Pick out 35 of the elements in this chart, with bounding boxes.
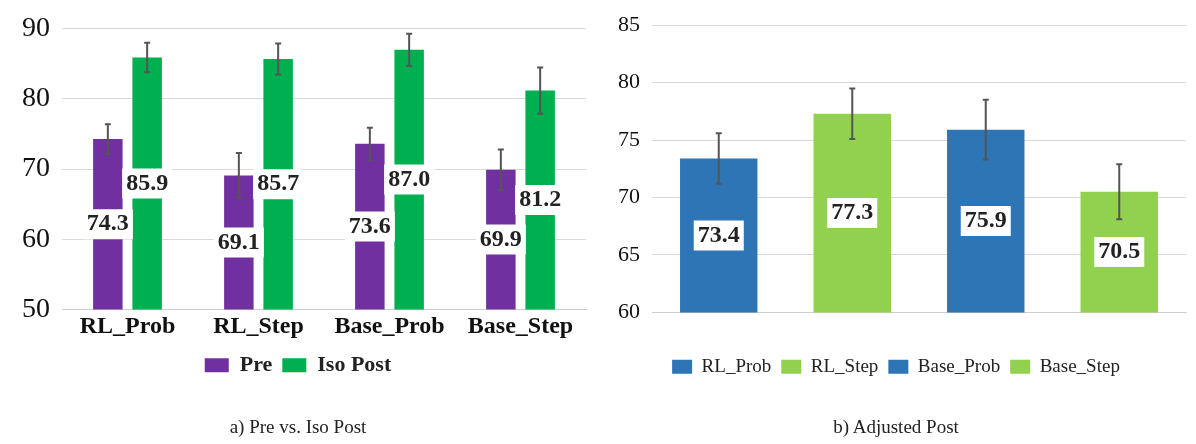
data-label: 75.9 — [964, 206, 1007, 233]
legend-label: RL_Prob — [701, 354, 772, 376]
y-tick-label: 85 — [618, 10, 640, 36]
y-tick-label: 75 — [618, 125, 640, 151]
data-label: 87.0 — [388, 164, 431, 191]
legend-label: RL_Step — [810, 354, 879, 376]
x-tick-label: RL_Prob — [79, 312, 176, 338]
data-label: 74.3 — [86, 209, 129, 236]
legend-label: Pre — [239, 350, 273, 376]
data-label: 85.9 — [126, 168, 169, 195]
data-label: 81.2 — [519, 185, 562, 212]
x-tick-label: RL_Step — [213, 312, 304, 338]
text: b) Adjusted Post — [833, 415, 960, 438]
y-tick-label: 60 — [618, 298, 640, 324]
data-label: 69.9 — [479, 224, 522, 251]
y-tick-label: 60 — [22, 221, 50, 253]
y-tick-label: 80 — [618, 68, 640, 94]
y-tick-label: 90 — [22, 11, 50, 43]
data-label: 73.6 — [348, 211, 391, 238]
y-tick-label: 50 — [22, 291, 50, 323]
legend-label: Base_Prob — [917, 354, 1001, 376]
y-tick-label: 65 — [618, 240, 640, 266]
data-label: 69.1 — [217, 227, 260, 254]
legend-label: Iso Post — [317, 350, 392, 376]
y-tick-label: 80 — [22, 81, 50, 113]
data-label: 77.3 — [831, 198, 874, 225]
legend-label: Base_Step — [1039, 354, 1120, 376]
x-tick-label: Base_Step — [467, 312, 574, 338]
y-tick-label: 70 — [618, 183, 640, 209]
data-label: 70.5 — [1098, 237, 1141, 264]
data-label: 85.7 — [257, 169, 300, 196]
x-tick-label: Base_Prob — [334, 312, 445, 338]
y-tick-label: 70 — [22, 151, 50, 183]
text: a) Pre vs. Iso Post — [229, 415, 368, 438]
data-label: 73.4 — [697, 220, 740, 247]
